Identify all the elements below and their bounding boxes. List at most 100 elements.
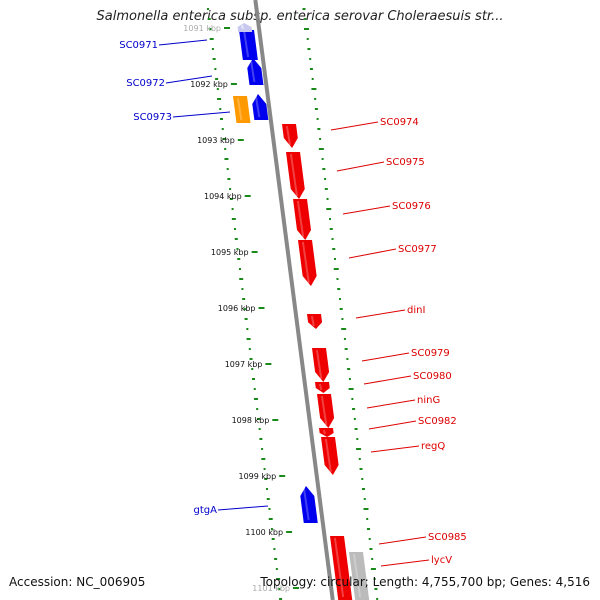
gc-dot: [356, 448, 362, 450]
gc-dot: [317, 128, 321, 130]
feature-faint: [237, 23, 253, 32]
gc-dot: [253, 388, 256, 390]
gc-dot: [266, 498, 270, 500]
gc-dot: [316, 118, 319, 120]
gc-dot: [351, 398, 354, 400]
gc-dot: [376, 598, 379, 600]
gc-dot: [217, 98, 222, 100]
text-labels: 1091 kbp 1092 kbp 1093 kbp 1094 kbp 1095 kbp…: [119, 24, 467, 593]
gc-dot: [220, 118, 224, 120]
gc-dot: [329, 218, 332, 220]
feature-sc0973: [252, 94, 269, 120]
gc-dot: [348, 378, 351, 380]
gc-dot: [244, 318, 248, 320]
gc-dot: [258, 428, 261, 430]
feature-sc0976: [293, 199, 311, 240]
feature-sc0973-shade: [254, 95, 261, 118]
leader-sc0975: [336, 161, 385, 172]
gc-dot: [341, 318, 344, 320]
gc-dot: [268, 508, 271, 510]
feature-regq: [321, 437, 339, 475]
gc-dot: [251, 378, 255, 380]
feature-sc0980-shade: [318, 383, 323, 391]
gc-dot: [336, 278, 339, 280]
gc-dot: [224, 158, 229, 160]
gc-dot: [314, 98, 317, 100]
feature-sc0985: [330, 536, 353, 600]
gc-dot: [207, 18, 211, 20]
gc-dot: [256, 418, 260, 420]
gc-dot: [278, 588, 281, 590]
gc-dot: [237, 258, 241, 260]
gc-dot: [344, 348, 348, 350]
feature-orange-shade: [236, 97, 243, 121]
gene-label-sc0973: SC0973: [133, 112, 172, 123]
gc-dot: [216, 88, 219, 90]
gc-dot: [227, 178, 231, 180]
gc-dot: [356, 438, 359, 440]
gc-dot: [224, 148, 227, 150]
feature-gtga-shade: [302, 487, 310, 521]
gc-dot: [238, 268, 241, 270]
gc-dot: [222, 138, 226, 140]
gene-label-sc0971: SC0971: [119, 40, 158, 51]
gc-dot: [370, 568, 376, 570]
gc-dot: [326, 198, 329, 200]
feature-sc0982: [319, 428, 334, 437]
backbone: [253, 0, 335, 600]
gc-dot: [273, 548, 276, 550]
gc-dot: [270, 528, 273, 530]
gc-dot: [321, 158, 324, 160]
feature-lycv-shade: [352, 553, 362, 598]
gc-dot: [251, 368, 254, 370]
gc-dot: [263, 468, 266, 470]
gc-dot: [268, 518, 273, 520]
gc-dot: [266, 488, 269, 490]
gc-dot: [374, 588, 378, 590]
feature-sc0971-shade: [243, 31, 250, 58]
label-leaders: [158, 39, 430, 567]
feature-sc0977: [298, 240, 317, 286]
gc-dot: [341, 328, 347, 330]
gene-label-ning: ninG: [417, 395, 440, 406]
gc-dot: [264, 478, 268, 480]
feature-sc0977-shade: [301, 241, 310, 284]
gc-dot: [211, 48, 214, 50]
gene-label-sc0979: SC0979: [411, 348, 450, 359]
feature-sc0979: [312, 348, 330, 382]
feature-sc0971: [239, 30, 258, 60]
gc-dot: [368, 538, 371, 540]
gc-dot: [358, 458, 361, 460]
kbp-label: 1092 kbp: [190, 80, 228, 89]
map-title: Salmonella enterica subsp. enterica sero…: [96, 9, 504, 24]
gc-dot: [314, 108, 318, 110]
gc-dot: [333, 258, 336, 260]
gene-label-sc0976: SC0976: [392, 201, 431, 212]
gc-dot: [261, 458, 266, 460]
gc-dot: [246, 338, 251, 340]
gc-dot: [366, 518, 369, 520]
gc-dot: [229, 198, 233, 200]
gene-label-regq: regQ: [421, 441, 445, 452]
leader-sc0976: [342, 205, 391, 215]
gc-dot: [371, 558, 374, 560]
gc-dot: [361, 478, 364, 480]
feature-sc0979-shade: [315, 349, 323, 380]
gc-dot: [219, 108, 222, 110]
gc-dot: [249, 358, 253, 360]
gc-dot: [319, 138, 322, 140]
feature-faint-shade: [240, 24, 245, 30]
feature-sc0974: [282, 124, 298, 148]
backbone-line: [253, 0, 335, 600]
gc-dot: [324, 188, 328, 190]
gc-dot: [231, 218, 236, 220]
gc-dot: [359, 468, 363, 470]
gc-dot: [234, 238, 238, 240]
feature-sc0974-shade: [285, 125, 291, 146]
feature-sc0975-shade: [289, 153, 298, 197]
kbp-label: 1097 kbp: [225, 360, 263, 369]
gc-dot: [231, 208, 234, 210]
gene-label-dini: dinI: [407, 305, 425, 316]
gc-dot: [212, 58, 216, 60]
